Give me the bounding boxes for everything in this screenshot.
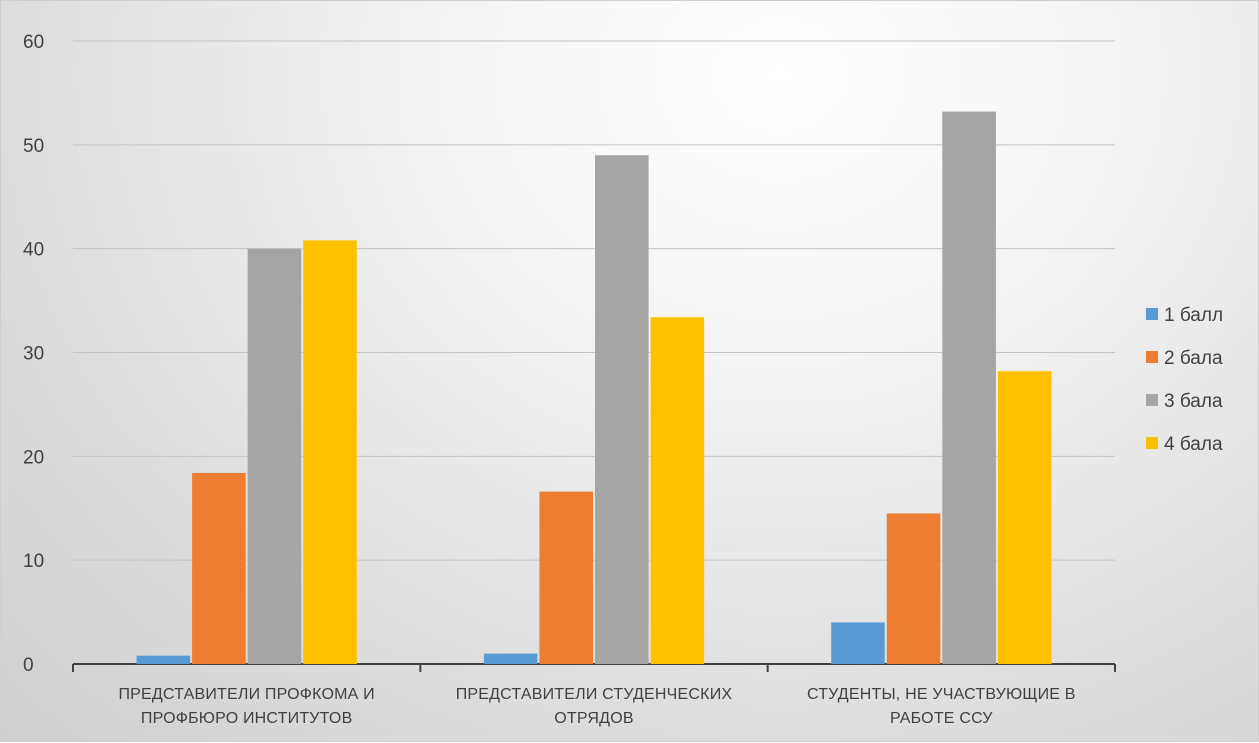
bar-4-1 [303,240,357,665]
bar-1-1 [136,655,191,664]
bar-3-2 [595,155,649,664]
bar-1-2 [483,653,538,664]
y-tick-label: 50 [23,136,44,157]
y-tick-label: 10 [23,551,44,572]
category-label: ПРЕДСТАВИТЕЛИ СТУДЕНЧЕСКИХ [456,686,733,703]
legend-label: 3 бала [1164,391,1223,412]
bar-4-2 [650,317,705,664]
bar-2-2 [539,491,593,664]
bar-4-3 [997,371,1052,664]
category-label: СТУДЕНТЫ, НЕ УЧАСТВУЮЩИЕ В [807,686,1076,703]
legend-swatch [1146,308,1158,320]
legend-swatch [1146,437,1158,449]
category-label: ПРЕДСТАВИТЕЛИ ПРОФКОМА И [118,686,374,703]
y-tick-label: 20 [23,447,44,468]
category-label: РАБОТЕ ССУ [890,710,993,727]
y-tick-label: 30 [23,344,44,365]
y-tick-label: 0 [23,655,34,676]
y-tick-label: 60 [23,32,44,53]
legend-label: 4 бала [1164,434,1223,455]
legend-label: 2 бала [1164,348,1223,369]
category-label: ОТРЯДОВ [554,710,633,727]
legend-swatch [1146,351,1158,363]
category-label: ПРОФБЮРО ИНСТИТУТОВ [141,710,353,727]
y-tick-label: 40 [23,240,44,261]
legend-swatch [1146,394,1158,406]
bar-2-3 [886,513,941,664]
bar-3-1 [247,248,302,664]
bar-1-3 [831,622,885,664]
bar-2-1 [192,472,246,664]
legend-label: 1 балл [1164,305,1223,326]
bar-3-3 [942,111,996,664]
